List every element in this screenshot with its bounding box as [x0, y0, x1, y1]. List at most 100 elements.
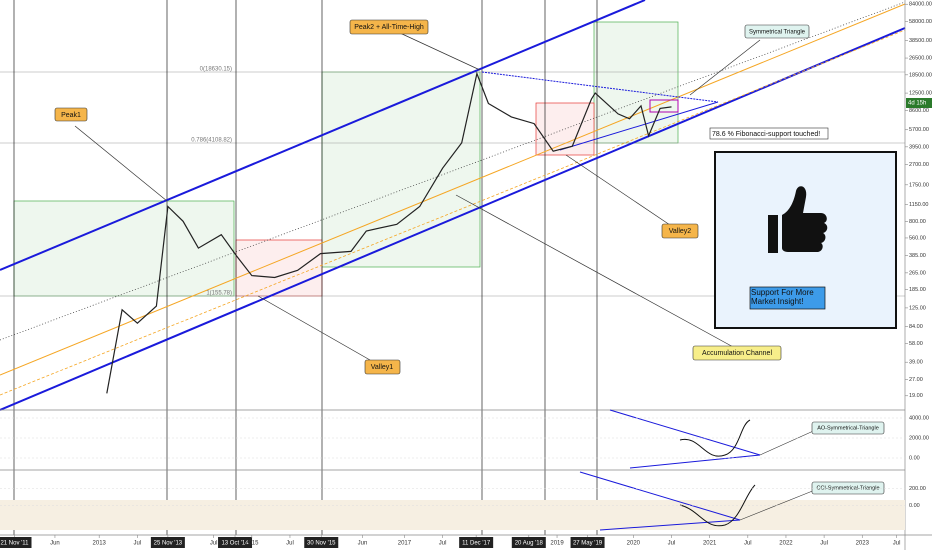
- x-tick-label: Jul: [439, 541, 447, 547]
- x-tick-label: 20 Aug '18: [515, 541, 544, 547]
- x-tick-label: Jul: [134, 541, 142, 547]
- cci-triangle: [579, 471, 741, 521]
- pointer: [739, 487, 821, 521]
- annotation: Valley2: [669, 228, 692, 235]
- pointer: [565, 154, 671, 226]
- x-tick-label: 2013: [93, 541, 107, 547]
- y-tick-label: 26500.00: [909, 56, 932, 62]
- fib-label: 1(155.78): [206, 291, 232, 297]
- pointer: [759, 427, 821, 456]
- y-tick-label: 1150.00: [909, 202, 928, 208]
- x-tick-highlight: [459, 537, 494, 548]
- x-tick-label: 2022: [779, 541, 793, 547]
- y-tick-label: 18500.00: [909, 72, 932, 78]
- x-tick-label: 30 Nov '15: [307, 541, 336, 547]
- ao-triangle: [609, 409, 761, 456]
- y-tick-label: 800.00: [909, 219, 926, 225]
- channel-lower: [0, 27, 906, 411]
- cci-arrow: [679, 484, 756, 527]
- panel-tick-label: 200.00: [909, 486, 926, 492]
- annotation: AO-Symmetrical-Triangle: [817, 425, 879, 431]
- pointer: [74, 125, 168, 202]
- fib-label: 0(18630.15): [200, 67, 232, 73]
- x-tick-label: Jul: [210, 541, 218, 547]
- x-tick-label: 21 Nov '11: [0, 541, 29, 547]
- callout-box: [811, 421, 885, 435]
- x-tick-highlight: [304, 537, 339, 548]
- triangle-line: [481, 71, 719, 103]
- callout-box: [744, 24, 810, 39]
- callout-box: [364, 359, 401, 375]
- x-tick-label: 13 Oct '14: [221, 541, 249, 547]
- panel-tick-label: 0.00: [909, 455, 920, 461]
- x-tick-label: Jul: [668, 541, 676, 547]
- y-tick-label: 1750.00: [909, 182, 929, 188]
- annotation: Accumulation Channel: [702, 350, 772, 357]
- y-tick-label: 185.00: [909, 287, 926, 293]
- x-tick-label: Jul: [893, 541, 901, 547]
- x-tick-highlight: [218, 537, 253, 548]
- x-tick-highlight: [570, 537, 605, 548]
- pointer: [257, 295, 371, 361]
- pointer: [455, 194, 736, 349]
- ao-triangle: [629, 454, 761, 469]
- ao-arrow: [679, 419, 751, 457]
- y-tick-label: 12500.00: [909, 91, 932, 97]
- panel-tick-label: 4000.00: [909, 415, 929, 421]
- panel-tick-label: 0.00: [909, 503, 920, 509]
- fib-box: [13, 200, 235, 297]
- cci-band: [0, 500, 905, 530]
- note-box: [709, 127, 829, 140]
- y-tick-label: 58.00: [909, 341, 923, 347]
- fib-box: [593, 21, 679, 144]
- y-tick-label: 19.00: [909, 393, 923, 399]
- annotation: Peak2 + All-Time-High: [354, 24, 424, 31]
- y-tick-label: 5700.00: [909, 127, 929, 133]
- y-tick-label: 84000.00: [909, 2, 932, 8]
- channel-mid: [0, 3, 906, 376]
- y-tick-label: 8600.00: [909, 108, 929, 114]
- y-tick-label: 27.00: [909, 377, 923, 383]
- annotation: Valley1: [371, 364, 394, 371]
- y-tick-label: 3950.00: [909, 144, 929, 150]
- thumb-icon: [768, 186, 828, 253]
- promo-label: Support For More Market Insight!: [751, 288, 814, 306]
- panel-tick-label: 2000.00: [909, 435, 929, 441]
- x-tick-label: 2019: [550, 541, 564, 547]
- annotation: 78.6 % Fibonacci-support touched!: [712, 131, 820, 138]
- x-tick-label: 11 Dec '17: [462, 541, 491, 547]
- x-tick-label: Jun: [358, 541, 368, 547]
- callouts: Peak1 Peak2 + All-Time-High Valley1 Vall…: [54, 19, 932, 495]
- promo-text: Support For More Market Insight!: [751, 288, 814, 306]
- x-tick-label: Jun: [50, 541, 60, 547]
- x-tick-label: 27 May '19: [573, 541, 603, 547]
- triangle-line: [559, 101, 719, 151]
- channel-mid: [0, 29, 906, 396]
- y-tick-label: 125.00: [909, 305, 926, 311]
- x-tick-label: Jul: [286, 541, 294, 547]
- x-tick-label: Jul: [820, 541, 828, 547]
- y-tick-label: 265.00: [909, 270, 926, 276]
- countdown: 4d 15h: [908, 101, 926, 107]
- countdown-box: [906, 98, 932, 108]
- annotation: Symmetrical Triangle: [749, 30, 806, 36]
- x-tick-label: Jul: [744, 541, 752, 547]
- channel-upper: [0, 0, 646, 271]
- channel-dotted: [0, 1, 906, 341]
- x-tick-label: 2017: [398, 541, 412, 547]
- pointer: [399, 32, 481, 71]
- x-tick-highlight: [150, 537, 185, 548]
- x-tick-label: 2020: [627, 541, 641, 547]
- x-tick-label: 25 Nov '13: [154, 541, 183, 547]
- promo-label-box: [749, 286, 826, 310]
- highlight: [649, 99, 679, 113]
- y-tick-label: 38500.00: [909, 38, 932, 44]
- callout-box: [349, 19, 429, 35]
- annotation: Peak1: [61, 112, 81, 119]
- callout-box: [811, 481, 885, 495]
- y-tick-label: 58000.00: [909, 19, 932, 25]
- y-tick-label: 560.00: [909, 235, 926, 241]
- x-tick-label: 2021: [703, 541, 717, 547]
